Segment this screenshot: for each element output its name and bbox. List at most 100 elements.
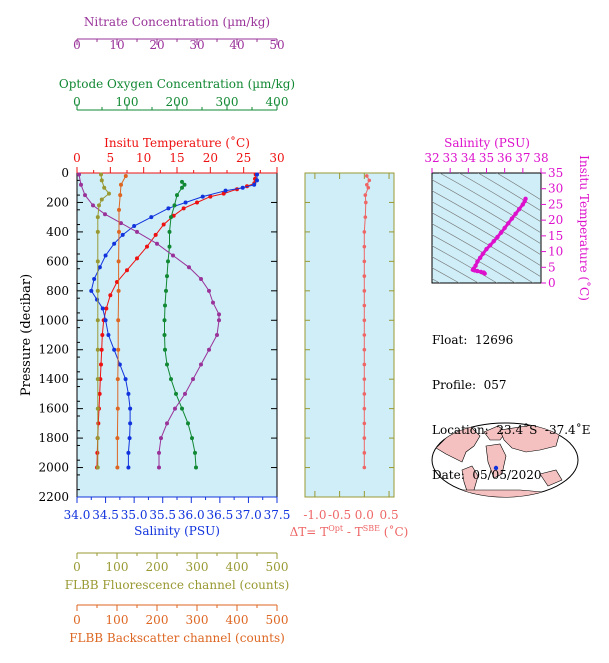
salinity-profile-point — [89, 288, 94, 293]
nitrate-profile-point — [215, 333, 219, 337]
ts-contours — [432, 173, 541, 283]
backscatter-profile-point — [119, 182, 123, 187]
delta-t-point — [362, 259, 367, 264]
salinity-axis-tick-label: 36.0 — [178, 508, 205, 522]
fluorescence-profile-point — [107, 191, 111, 196]
salinity-profile-point — [132, 224, 137, 229]
oxygen-profile-point — [174, 391, 178, 396]
land-mass — [485, 443, 507, 479]
salinity-profile-point — [183, 200, 188, 205]
oxygen-profile-point — [169, 215, 173, 220]
temperature-axis-title: Insitu Temperature (˚C) — [104, 135, 250, 150]
oxygen-profile-point — [180, 406, 184, 411]
nitrate-profile-point — [217, 318, 221, 323]
delta-t-point — [362, 274, 367, 278]
date: Date: 05/05/2020 — [432, 468, 542, 482]
ts-salinity-tick-label: 37 — [515, 151, 530, 165]
ts-temperature-tick-label: 10 — [548, 245, 563, 259]
fluorescence-profile-point — [95, 465, 100, 470]
fluorescence-profile-point — [95, 229, 100, 234]
ts-salinity-tick-label: 38 — [533, 151, 548, 165]
salinity-profile-point — [200, 194, 205, 199]
nitrate-axis-tick-label: 50 — [269, 38, 284, 52]
delta-t-tick-label: -1.0 — [303, 508, 326, 522]
ts-profile-point — [509, 216, 515, 221]
backscatter-axis-tick-label: 500 — [266, 613, 289, 627]
salinity-axis-tick-label: 34.0 — [64, 508, 91, 522]
salinity-profile-point — [126, 465, 131, 470]
delta-t-point — [362, 289, 367, 293]
ts-temperature-tick-label: 20 — [548, 213, 563, 227]
nitrate-profile-point — [157, 450, 161, 455]
delta-t-axis-title: ΔT= TOpt - TSBE (˚C) — [290, 524, 409, 539]
temperature-axis-tick-label: 15 — [169, 151, 184, 165]
ts-salinity-tick-label: 33 — [443, 151, 458, 165]
oxygen-profile-point — [172, 203, 177, 208]
backscatter-profile-point — [116, 347, 121, 352]
salinity-axis-tick-label: 37.5 — [264, 508, 291, 522]
pressure-axis-title: Pressure (decibar) — [19, 274, 34, 396]
nitrate-axis-tick-label: 40 — [229, 38, 244, 52]
temperature-axis-tick-label: 25 — [236, 151, 251, 165]
ts-profile-point — [498, 230, 504, 235]
nitrate-profile-point — [159, 436, 163, 441]
ts-density-contour — [477, 173, 541, 212]
delta-t-point — [362, 436, 367, 440]
salinity-profile-point — [240, 185, 245, 190]
delta-t-point — [363, 193, 368, 197]
fluorescence-axis-tick-label: 500 — [266, 560, 289, 574]
ts-density-contour — [432, 179, 541, 245]
ts-density-contour — [432, 278, 441, 283]
delta-t-tick-label: 0.5 — [380, 508, 399, 522]
nitrate-profile-point — [103, 212, 107, 217]
pressure-tick-label: 600 — [46, 254, 69, 268]
fluorescence-axis-title: FLBB Fluorescence channel (counts) — [65, 578, 290, 592]
nitrate-profile-point — [119, 221, 123, 226]
ts-temperature-tick-label: 25 — [548, 197, 563, 211]
nitrate-profile-point — [207, 347, 211, 352]
oxygen-axis-title: Optode Oxygen Concentration (µm/kg) — [59, 77, 295, 91]
salinity-profile-point — [255, 172, 259, 177]
pressure-tick-label: 1800 — [38, 431, 69, 445]
backscatter-profile-point — [115, 406, 120, 411]
oxygen-axis-tick-label: 100 — [116, 95, 139, 109]
oxygen-profile-point — [180, 185, 184, 190]
salinity-profile-point — [128, 406, 133, 411]
ts-profile-point — [520, 202, 526, 207]
ts-temperature-tick-label: 15 — [548, 229, 563, 243]
backscatter-profile-point — [118, 193, 123, 198]
oxygen-profile-point — [186, 421, 190, 426]
temperature-profile-point — [195, 200, 199, 205]
ts-temperature-tick-label: 0 — [548, 276, 556, 290]
nitrate-axis-tick-label: 30 — [189, 38, 204, 52]
oxygen-profile-point — [163, 303, 167, 308]
oxygen-axis-tick-label: 300 — [216, 95, 239, 109]
salinity-profile-point — [252, 182, 257, 187]
fluorescence-profile-point — [95, 377, 100, 382]
backscatter-axis-title: FLBB Backscatter channel (counts) — [69, 631, 285, 645]
temperature-profile-point — [181, 206, 186, 211]
delta-t-point — [362, 406, 367, 411]
salinity-profile-point — [103, 253, 108, 258]
oxygen-profile-point — [190, 436, 194, 441]
nitrate-profile-point — [165, 421, 169, 426]
pressure-tick-label: 1200 — [38, 343, 69, 357]
salinity-axis-tick-label: 37.0 — [235, 508, 262, 522]
ts-density-contour — [496, 173, 541, 201]
salinity-profile-point — [95, 297, 99, 302]
delta-t-point — [362, 230, 367, 234]
nitrate-profile-point — [83, 193, 87, 198]
fluorescence-profile-point — [95, 347, 100, 352]
temperature-profile-point — [208, 194, 213, 199]
delta-t-point — [362, 362, 367, 367]
salinity-profile-point — [127, 436, 132, 441]
fluorescence-profile-point — [95, 288, 100, 293]
salinity-profile-point — [92, 277, 97, 282]
land-mass — [539, 469, 563, 487]
delta-t-tick-label: -0.5 — [328, 508, 351, 522]
oxygen-axis-tick-label: 400 — [266, 95, 289, 109]
fluorescence-profile-point — [95, 259, 100, 264]
oxygen-profile-point — [180, 179, 184, 184]
float-info: Float: 12696 Profile: 057 Location: 23.4… — [432, 303, 590, 498]
ts-salinity-tick-label: 32 — [424, 151, 439, 165]
